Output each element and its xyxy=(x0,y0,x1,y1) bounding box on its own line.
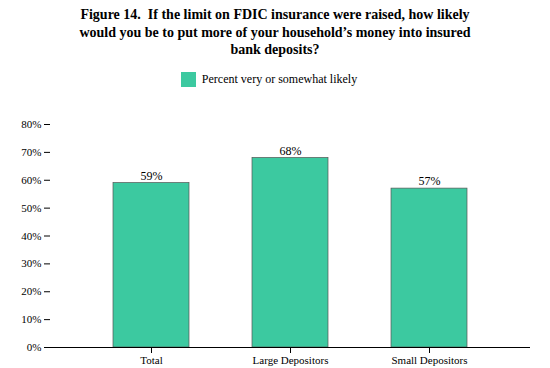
svg-text:0%: 0% xyxy=(27,341,42,353)
svg-text:Small Depositors: Small Depositors xyxy=(391,354,467,366)
svg-text:Total: Total xyxy=(140,354,162,366)
svg-text:57%: 57% xyxy=(419,174,441,188)
html-text:Figure 14. If the limit on FDI: Figure 14. If the limit on FDIC insuranc… xyxy=(80,7,470,22)
html-text:bank deposits?: bank deposits? xyxy=(230,42,320,57)
svg-text:40%: 40% xyxy=(21,229,41,241)
svg-text:68%: 68% xyxy=(280,143,302,157)
html-text:would you be to put more of yo: would you be to put more of your househo… xyxy=(79,24,471,40)
svg-text:10%: 10% xyxy=(21,313,41,325)
svg-text:50%: 50% xyxy=(21,201,41,213)
svg-text:Large Depositors: Large Depositors xyxy=(253,354,329,366)
svg-text:59%: 59% xyxy=(141,168,163,182)
html-text:Percent very or somewhat likel: Percent very or somewhat likely xyxy=(201,71,358,86)
svg-text:60%: 60% xyxy=(21,173,41,185)
svg-text:30%: 30% xyxy=(21,257,41,269)
svg-text:20%: 20% xyxy=(21,285,41,297)
svg-text:70%: 70% xyxy=(21,145,41,157)
svg-text:80%: 80% xyxy=(21,118,41,130)
